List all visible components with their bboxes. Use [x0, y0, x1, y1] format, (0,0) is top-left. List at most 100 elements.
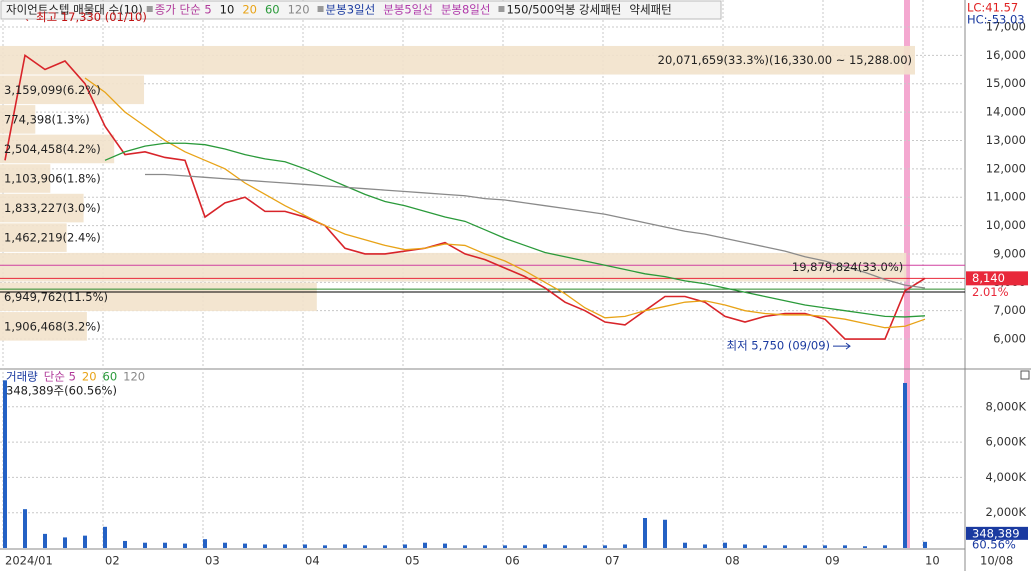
x-tick-label: 05	[405, 554, 420, 568]
last-date: 10/08	[980, 554, 1013, 568]
y-tick-label: 16,000	[986, 48, 1026, 62]
profile-bar	[0, 105, 36, 134]
profile-label: 19,879,824(33.0%)	[792, 260, 903, 274]
volume-bar	[463, 545, 467, 548]
x-tick-label: 10	[925, 554, 940, 568]
y-tick-label: 7,000	[993, 303, 1026, 317]
volume-bar	[363, 545, 367, 548]
volume-bar	[923, 541, 927, 548]
volume-bar	[663, 519, 667, 548]
volume-profile	[0, 45, 915, 341]
volume-bar	[643, 517, 647, 548]
volume-bar	[23, 509, 27, 548]
y-tick-label: 11,000	[986, 190, 1026, 204]
current-box	[966, 271, 1028, 286]
volume-bar	[563, 545, 567, 548]
price-line	[145, 173, 926, 289]
legend-title: 자이언트스텝 매물대 수(10)	[6, 3, 143, 17]
volume-bar	[423, 542, 427, 548]
y-tick-label: 14,000	[986, 105, 1026, 119]
panel-close[interactable]	[1020, 370, 1030, 380]
highlight-band	[904, 0, 910, 548]
volume-bar	[583, 545, 587, 548]
x-tick-label: 04	[305, 554, 320, 568]
volume-bar	[743, 544, 747, 548]
legend-item: 150/500억봉 강세패턴	[506, 3, 621, 17]
volume-bar	[43, 533, 47, 548]
volume-legend-item: 120	[123, 370, 145, 384]
volume-bar	[503, 545, 507, 548]
legend-item: 분봉8일선	[441, 3, 491, 17]
volume-last-label: 348,389	[972, 526, 1020, 540]
price-line	[84, 77, 926, 329]
legend-item: 분봉3일선	[326, 3, 376, 17]
volume-bar	[263, 544, 267, 548]
volume-bar	[703, 544, 707, 548]
legend-marker	[498, 6, 505, 12]
volume-bar	[783, 545, 787, 548]
price-line	[4, 53, 926, 340]
y-tick-label: 15,000	[986, 76, 1026, 90]
y-tick-label: 17,000	[986, 19, 1026, 33]
legend-item: 10	[220, 3, 235, 17]
volume-bar	[163, 542, 167, 548]
volume-bar	[83, 535, 87, 548]
legend-item: 약세패턴	[629, 3, 671, 17]
low-label: 최저 5,750 (09/09)	[726, 339, 830, 353]
profile-label: 1,103,906(1.8%)	[4, 172, 101, 186]
high-label: 최고 17,330 (01/10)	[36, 10, 147, 24]
legend-item: 분봉5일선	[383, 3, 433, 17]
volume-bar	[683, 542, 687, 548]
y-tick-label: 8,000K	[986, 399, 1027, 413]
x-tick-label: 02	[105, 554, 120, 568]
volume-last-pct: 60.56%	[972, 537, 1016, 551]
legend-item: 120	[288, 3, 310, 17]
volume-bar	[323, 545, 327, 548]
y-tick-label: 6,000	[993, 332, 1026, 346]
volume-legend-item: 20	[82, 370, 97, 384]
lc-label: LC:41.57	[967, 1, 1018, 15]
volume-bar	[803, 545, 807, 548]
volume-bar	[883, 545, 887, 548]
legend-marker	[317, 6, 324, 12]
legend-item: 60	[265, 3, 280, 17]
profile-bar	[0, 312, 87, 341]
y-tick-label: 4,000K	[986, 470, 1027, 484]
volume-label: 348,389주(60.56%)	[6, 384, 117, 398]
x-tick-label: 09	[825, 554, 840, 568]
profile-label: 3,159,099(6.2%)	[4, 83, 101, 97]
volume-bar	[623, 544, 627, 548]
volume-bar	[763, 545, 767, 548]
legend-marker	[146, 6, 153, 12]
legend-box	[0, 0, 722, 20]
x-tick-label: 2024/01	[5, 554, 53, 568]
volume-bar	[863, 546, 867, 548]
y-tick-label: 9,000	[993, 246, 1026, 260]
profile-bar	[0, 164, 51, 193]
volume-bar	[243, 543, 247, 548]
volume-bar	[903, 382, 907, 548]
volume-bar	[123, 540, 127, 548]
volume-bar	[603, 545, 607, 548]
hc-label: HC:-53.03	[967, 13, 1025, 27]
y-tick-label: 6,000K	[986, 435, 1027, 449]
y-tick-label: 2,000K	[986, 505, 1027, 519]
volume-legend-item: 거래량	[6, 370, 38, 384]
x-tick-label: 06	[505, 554, 520, 568]
volume-bar	[203, 539, 207, 548]
volume-bar	[343, 544, 347, 548]
low-arrow	[833, 342, 851, 350]
volume-bar	[303, 544, 307, 548]
profile-label: 2,504,458(4.2%)	[4, 142, 101, 156]
volume-bar	[723, 542, 727, 548]
profile-label: 1,462,219(2.4%)	[4, 231, 101, 245]
volume-bar	[283, 544, 287, 548]
volume-bar	[483, 545, 487, 548]
profile-label: 1,833,227(3.0%)	[4, 201, 101, 215]
volume-bar	[383, 545, 387, 548]
volume-legend-item: 60	[103, 370, 118, 384]
volume-bar	[63, 537, 67, 548]
profile-bar	[0, 223, 67, 252]
